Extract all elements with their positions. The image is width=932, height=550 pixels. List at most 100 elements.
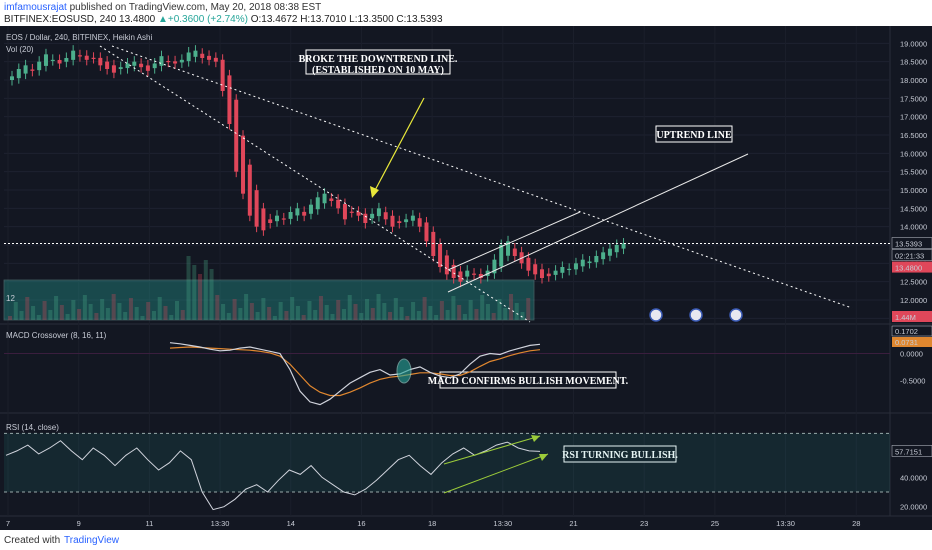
candle-body — [349, 211, 354, 213]
volume-bar — [330, 314, 335, 320]
candle-body — [220, 59, 225, 91]
event-flag-icon — [689, 308, 703, 322]
candle-body — [444, 255, 449, 275]
annotation-arrow — [371, 97, 425, 197]
chart-background — [0, 26, 932, 530]
volume-bar — [209, 269, 214, 320]
time-tick-label: 14 — [287, 519, 295, 528]
time-tick-label: 28 — [852, 519, 860, 528]
candle-body — [533, 264, 538, 275]
price-tick-label: 12.5000 — [900, 278, 927, 287]
time-tick-label: 16 — [357, 519, 365, 528]
candle-body — [132, 61, 137, 66]
candle-body — [553, 270, 558, 275]
candle-body — [451, 264, 456, 278]
volume-bar — [59, 305, 64, 320]
candle-body — [125, 63, 130, 69]
uptrend-line — [447, 153, 749, 293]
price-tick-label: 18.0000 — [900, 76, 927, 85]
volume-bar — [485, 304, 490, 320]
annotation-arrowhead — [370, 186, 379, 198]
volume-bar — [198, 274, 203, 320]
candle-body — [438, 243, 443, 267]
tradingview-logo[interactable]: TradingView — [64, 535, 120, 546]
volume-bar — [105, 308, 110, 320]
candle-body — [111, 65, 116, 73]
volume-bar — [226, 313, 231, 320]
volume-bar — [284, 311, 289, 320]
chart-canvas[interactable]: 19.0000 18.5000 18.0000 17.5000 17.0000 16.50… — [0, 26, 932, 530]
candle-body — [200, 53, 205, 58]
candle-body — [580, 259, 585, 267]
annotation-rsi-text: RSI TURNING BULLISH. — [562, 450, 678, 461]
candle-body — [336, 199, 341, 209]
rsi-tag-label: 57.7151 — [895, 447, 922, 456]
rsi-arrowhead — [531, 435, 540, 442]
candle-body — [23, 65, 28, 74]
candle-body — [614, 245, 619, 253]
volume-bar — [388, 312, 393, 320]
candle-body — [587, 261, 592, 264]
price-tick-label: 17.5000 — [900, 94, 927, 103]
chart-footer: Created with TradingView — [0, 530, 932, 550]
candle-body — [322, 193, 327, 204]
chart-header: imfamousrajat published on TradingView.c… — [0, 0, 932, 26]
volume-bar — [341, 309, 347, 320]
volume-bar — [462, 314, 467, 320]
candle-body — [308, 204, 313, 214]
volume-bar — [117, 303, 122, 320]
price-tag-label: 02:21:33 — [895, 252, 924, 261]
candle-body — [50, 59, 55, 62]
downtrend-line — [111, 45, 853, 309]
candle-body — [397, 221, 402, 223]
volume-bar — [111, 294, 116, 320]
volume-bar — [324, 305, 329, 320]
volume-bar — [261, 298, 266, 320]
candle-body — [302, 211, 307, 216]
volume-bar — [468, 300, 473, 320]
volume-bar — [393, 298, 398, 320]
annotation-uptrend-box — [655, 125, 733, 143]
volume-tag: 12 — [6, 294, 15, 303]
candle-body — [472, 273, 477, 275]
candle-body — [254, 190, 259, 227]
time-tick-label: 13:30 — [211, 519, 230, 528]
event-flag-icon — [729, 308, 743, 322]
candle-body — [539, 269, 544, 278]
candle-body — [512, 248, 517, 256]
volume-bar — [13, 302, 18, 320]
price-tick-label: 19.0000 — [900, 39, 927, 48]
volume-bar — [82, 295, 87, 320]
volume-bar — [249, 303, 254, 320]
author-link[interactable]: imfamousrajat — [4, 2, 67, 13]
volume-bar — [71, 300, 76, 320]
change-text: ▲+0.3600 (+2.74%) — [157, 14, 248, 25]
price-tick-label: 16.5000 — [900, 131, 927, 140]
rsi-arrow — [443, 453, 549, 494]
volume-bar — [48, 310, 53, 320]
candle-body — [193, 50, 198, 57]
time-tick-label: 7 — [6, 519, 10, 528]
volume-bar — [36, 315, 41, 320]
macd-tag-label: 0.1702 — [895, 327, 918, 336]
volume-bar — [25, 297, 30, 320]
macd-line — [169, 342, 541, 406]
volume-bar — [491, 313, 496, 320]
candle-body — [295, 208, 300, 216]
candle-body — [159, 56, 164, 66]
price-tag — [892, 261, 932, 273]
candle-body — [560, 267, 565, 273]
candle-body — [16, 69, 21, 79]
candle-body — [607, 248, 612, 256]
volume-bar — [140, 316, 145, 320]
uptrend-line-upper — [447, 211, 581, 271]
volume-bar — [221, 304, 226, 320]
event-flag-icon — [649, 308, 663, 322]
candle-body — [526, 257, 531, 271]
volume-bar — [163, 306, 168, 320]
candle-body — [105, 61, 110, 69]
time-tick-label: 21 — [569, 519, 577, 528]
candle-body — [499, 245, 504, 267]
price-tag-label: 1.44M — [895, 313, 916, 322]
volume-bar — [255, 312, 260, 320]
